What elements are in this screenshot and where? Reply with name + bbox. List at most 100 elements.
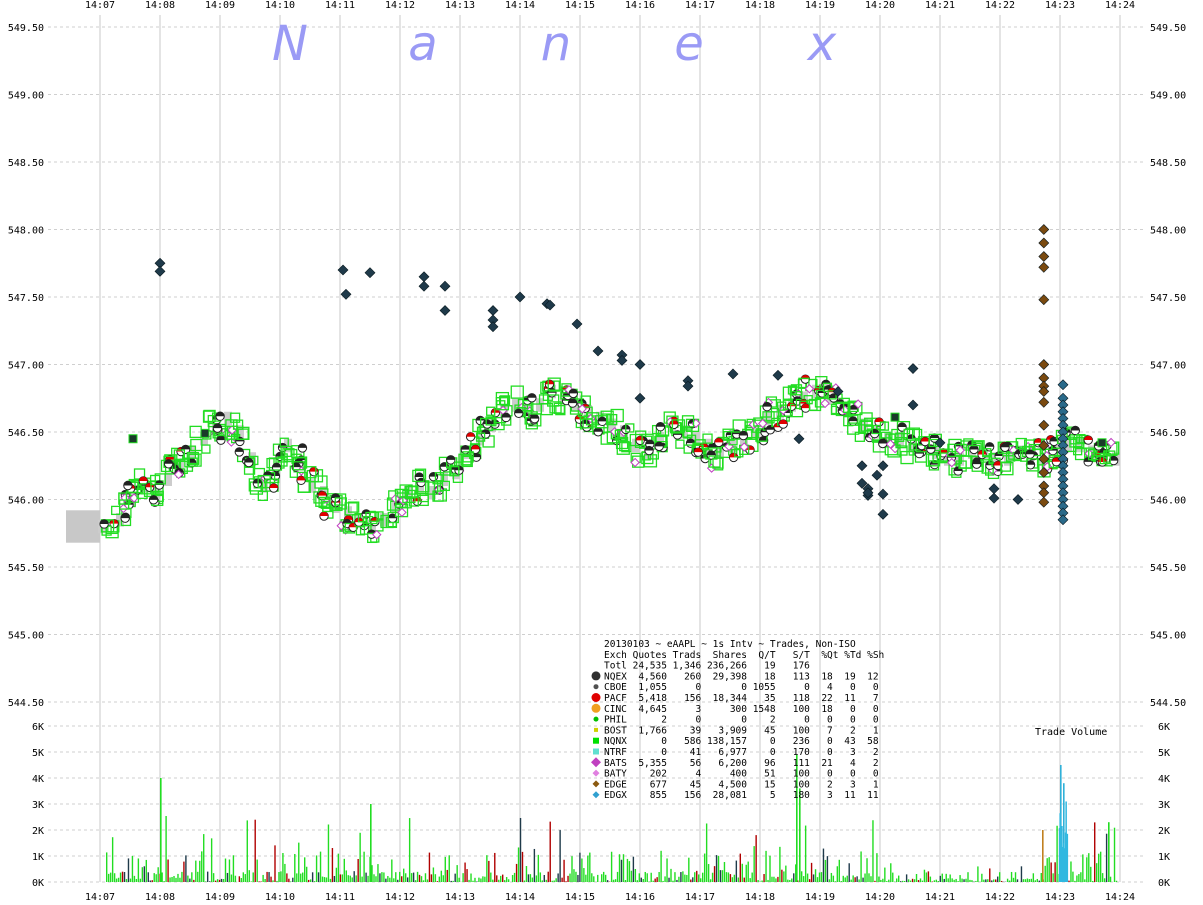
x-tick-label-top: 14:11 [325,0,355,11]
volume-bar [490,872,492,882]
volume-bar [377,864,379,882]
volume-bar [351,877,353,882]
volume-bar [341,874,344,882]
volume-bar [500,875,502,882]
volume-bar [403,868,405,882]
volume-bar [296,873,298,882]
nqex-trade-cap [514,409,523,414]
band-segment [344,506,352,520]
nqnx-trade-marker [495,397,510,411]
outlier-diamond [514,291,526,303]
volume-bar [292,877,294,882]
outlier-markers [154,224,1069,526]
volume-bar [393,878,395,882]
nqnx-trade-marker [895,436,907,449]
volume-bar [789,879,791,882]
volume-bar [741,863,743,882]
outlier-diamond [1038,237,1050,249]
volume-bar [311,872,314,882]
volume-bar [208,881,211,882]
volume-bar [365,872,367,882]
volume-bar [971,880,973,882]
band-segment [224,411,232,426]
outlier-diamond [1038,496,1050,508]
nqnx-trade-marker [111,505,121,516]
volume-bar [155,874,157,882]
volume-bar [494,852,496,882]
x-tick-label-top: 14:15 [565,0,595,11]
volume-bar [783,871,785,882]
volume-bar [141,867,144,882]
nqex-trade-cap [969,445,979,450]
nqnx-trade-marker [777,401,787,411]
nqnx-trade-marker [879,421,890,431]
nqnx-trade-marker [432,490,444,502]
nqnx-trade-marker [495,391,510,406]
nqex-trade-cap [275,452,285,457]
axes: 14:07 14:07 14:08 14:08 14:09 14:09 14:10 14:10… [8,0,1186,903]
outlier-diamond [772,369,784,381]
volume-bar [923,869,926,882]
volume-bar [995,879,997,882]
volume-bar [650,872,652,882]
volume-bar [589,852,591,882]
volume-bar [343,858,345,882]
volume-bar [246,820,248,882]
watermark-letter: a [408,16,437,72]
volume-bar [216,879,219,882]
volume-bar [248,870,250,882]
volume-bar [258,881,260,882]
nqex-trade-cap [1000,443,1010,448]
volume-bar [414,880,417,882]
volume-bar [745,864,747,882]
bats-trade-marker [739,442,749,452]
nqnx-trade-marker [257,474,271,489]
volume-bar [898,875,900,882]
volume-bar [1080,872,1082,882]
volume-bar [624,880,627,882]
nqex-trade-cap [669,420,679,425]
volume-bar [375,876,377,882]
volume-bar [769,855,771,882]
volume-bar [165,816,167,882]
nqnx-trade-marker [847,414,859,426]
volume-bar [636,880,639,882]
nqex-trade-cap [466,432,475,437]
band-segment [428,486,436,500]
volume-bar [806,873,809,882]
volume-bar [329,878,332,882]
price-tick-right: 547.00 [1150,361,1186,372]
nqex-trade-cap [568,398,577,404]
band-segment [908,438,916,453]
volume-bar [571,856,573,882]
volume-bar [731,877,734,882]
volume-bar [832,875,835,882]
nqnx-trade-marker [681,415,695,428]
volume-bar [987,879,989,882]
volume-bar [983,879,985,882]
nqnx-trade-marker [485,416,495,426]
volume-bar [488,860,490,882]
volume-bar [559,830,561,882]
volume-bar [719,870,722,882]
nqex-trade-cap [759,436,768,441]
nqnx-trade-marker [798,377,810,389]
nqex-trade-cap [181,445,190,450]
volume-bar [838,859,840,882]
volume-tick-left: 0K [32,878,44,889]
legend-row-edgx: EDGX 855 156 28,081 5 180 3 11 11 [604,790,879,801]
nqex-trade-cap [99,519,109,524]
volume-bar [305,866,308,882]
volume-bar [317,872,320,882]
price-tick-right: 546.50 [1150,428,1186,439]
outlier-diamond [439,305,451,316]
volume-bar [840,881,842,882]
volume-bar [513,872,516,882]
volume-spike [796,754,798,882]
volume-bar [610,851,613,882]
x-tick-label-top: 14:16 [625,0,655,11]
volume-bar [846,875,848,882]
outlier-diamond [154,265,166,277]
nqex-trade-cap [342,519,352,524]
volume-bar [1032,873,1035,882]
